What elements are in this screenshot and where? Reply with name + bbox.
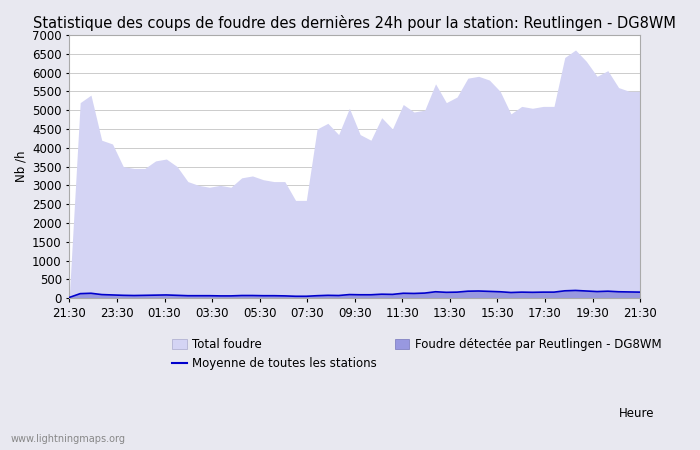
- Text: www.lightningmaps.org: www.lightningmaps.org: [10, 434, 125, 444]
- Y-axis label: Nb /h: Nb /h: [15, 151, 28, 182]
- Title: Statistique des coups de foudre des dernières 24h pour la station: Reutlingen - : Statistique des coups de foudre des dern…: [34, 15, 676, 31]
- Legend: Total foudre, Moyenne de toutes les stations, Foudre détectée par Reutlingen - D: Total foudre, Moyenne de toutes les stat…: [172, 338, 662, 370]
- Text: Heure: Heure: [619, 407, 654, 420]
